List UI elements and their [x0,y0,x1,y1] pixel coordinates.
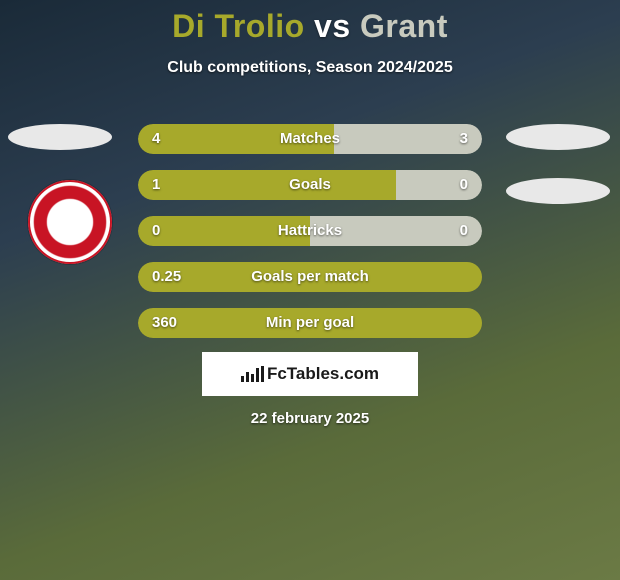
stat-label: Goals per match [138,262,482,292]
title-player1: Di Trolio [172,8,305,44]
stat-row: 10Goals [138,170,482,200]
stat-label: Min per goal [138,308,482,338]
title-player2: Grant [360,8,448,44]
side-oval-left [8,124,112,150]
content-wrap: Di Trolio vs Grant Club competitions, Se… [0,0,620,580]
stat-row: 360Min per goal [138,308,482,338]
stat-label: Matches [138,124,482,154]
brand-chart-icon [241,366,263,382]
brand-box: FcTables.com [202,352,418,396]
side-oval-right-1 [506,124,610,150]
title-vs: vs [314,8,351,44]
stat-bars: 43Matches 10Goals 00Hattricks 0.25Goals per… [138,124,482,354]
stat-label: Hattricks [138,216,482,246]
page-title: Di Trolio vs Grant [0,8,620,45]
stat-row: 0.25Goals per match [138,262,482,292]
stat-label: Goals [138,170,482,200]
subtitle: Club competitions, Season 2024/2025 [0,59,620,77]
stat-row: 43Matches [138,124,482,154]
side-oval-right-2 [506,178,610,204]
brand-text: FcTables.com [267,364,379,384]
club-logo-icon [28,180,112,264]
stat-row: 00Hattricks [138,216,482,246]
date-text: 22 february 2025 [0,410,620,427]
